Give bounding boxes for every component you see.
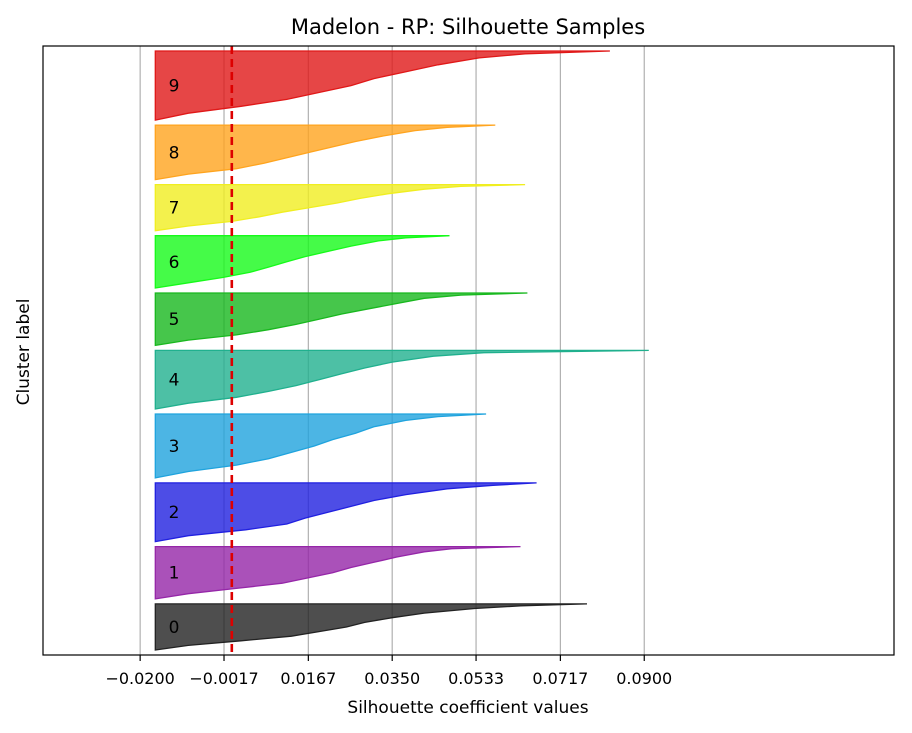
x-tick-label: −0.0200 xyxy=(105,669,174,688)
cluster-label-1: 1 xyxy=(169,564,180,584)
x-axis-ticks: −0.0200 −0.0017 0.0167 0.0350 0.0533 0.0717 0.… xyxy=(105,655,672,688)
x-tick-label: 0.0900 xyxy=(616,669,672,688)
x-tick-label: 0.0167 xyxy=(280,669,336,688)
cluster-label-6: 6 xyxy=(169,253,180,273)
cluster-label-3: 3 xyxy=(169,437,180,457)
cluster-band-8 xyxy=(154,124,496,181)
cluster-label-4: 4 xyxy=(169,371,180,391)
cluster-band-5 xyxy=(154,292,528,347)
cluster-band-3 xyxy=(154,413,487,479)
y-axis-label: Cluster label xyxy=(14,299,34,406)
silhouette-clusters xyxy=(154,50,649,651)
plot-frame xyxy=(42,45,895,656)
cluster-band-0 xyxy=(154,603,588,651)
cluster-band-1 xyxy=(154,545,521,600)
cluster-label-9: 9 xyxy=(169,77,180,97)
cluster-label-0: 0 xyxy=(169,618,180,638)
chart-title: Madelon - RP: Silhouette Samples xyxy=(291,15,645,39)
x-tick-label: 0.0533 xyxy=(448,669,504,688)
cluster-label-5: 5 xyxy=(169,310,180,330)
cluster-label-2: 2 xyxy=(169,503,180,523)
cluster-label-7: 7 xyxy=(169,199,180,219)
x-tick-label: 0.0350 xyxy=(364,669,420,688)
cluster-band-2 xyxy=(154,482,537,543)
x-tick-label: 0.0717 xyxy=(532,669,588,688)
x-axis-label: Silhouette coefficient values xyxy=(347,698,588,718)
cluster-label-8: 8 xyxy=(169,143,180,163)
x-tick-label: −0.0017 xyxy=(189,669,258,688)
cluster-band-6 xyxy=(154,235,450,289)
cluster-labels: 0 1 2 3 4 5 6 7 8 9 xyxy=(169,77,180,638)
cluster-band-7 xyxy=(154,183,526,232)
cluster-band-4 xyxy=(154,349,649,410)
cluster-band-9 xyxy=(154,50,610,121)
